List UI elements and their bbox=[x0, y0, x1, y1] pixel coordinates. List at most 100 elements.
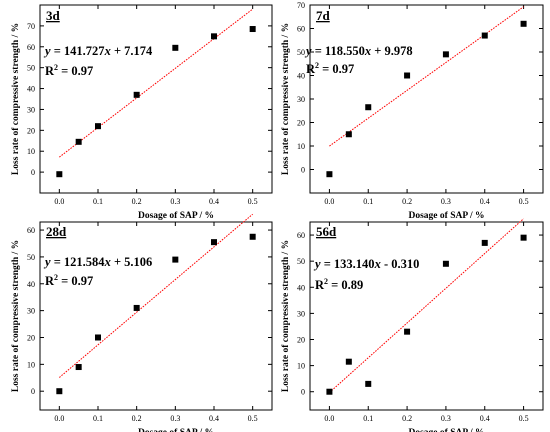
regression-equation: y = 141.727x + 7.174 bbox=[43, 44, 153, 58]
plot-frame bbox=[309, 4, 544, 194]
x-tick-label: 0.4 bbox=[480, 197, 490, 206]
y-tick-label: 60 bbox=[27, 43, 35, 52]
y-tick-label: 20 bbox=[27, 126, 35, 135]
data-point bbox=[133, 91, 140, 98]
panel-title: 7d bbox=[316, 8, 331, 23]
data-point bbox=[211, 33, 217, 40]
data-point bbox=[172, 44, 179, 51]
y-tick-label: 70 bbox=[27, 22, 35, 31]
y-tick-label: 50 bbox=[297, 257, 305, 266]
r-squared: R2 = 0.89 bbox=[315, 277, 363, 292]
data-point bbox=[75, 364, 82, 371]
regression-equation: y = 133.140x - 0.310 bbox=[313, 257, 419, 271]
y-tick-label: 30 bbox=[297, 95, 305, 104]
chart-panel-3d: 0.0 0.1 0.2 0.3 0.4 0.5 0 10 20 30 40 50 60 70 3d y = 1… bbox=[11, 4, 273, 221]
y-tick-label: 40 bbox=[27, 85, 35, 94]
x-axis-label: Dosage of SAP / % bbox=[138, 428, 214, 432]
chart-panel-7d: 0.0 0.1 0.2 0.3 0.4 0.5 0 10 20 30 40 50 60 70 7d y = 1… bbox=[281, 1, 544, 221]
y-tick-label: 20 bbox=[297, 119, 305, 128]
y-tick-label: 30 bbox=[27, 307, 35, 316]
r-squared: R2 = 0.97 bbox=[45, 273, 93, 288]
x-tick-label: 0.5 bbox=[248, 197, 258, 206]
data-point bbox=[326, 171, 333, 178]
x-tick-label: 0.3 bbox=[441, 197, 451, 206]
x-tick-label: 0.2 bbox=[402, 414, 412, 423]
x-tick-label: 0.5 bbox=[519, 414, 529, 423]
regression-equation: y = 118.550x + 9.978 bbox=[304, 44, 413, 58]
r-squared: R2 = 0.97 bbox=[45, 63, 93, 78]
y-tick-label: 20 bbox=[27, 333, 35, 342]
x-tick-label: 0.2 bbox=[132, 414, 142, 423]
y-tick-label: 40 bbox=[297, 72, 305, 81]
data-point bbox=[520, 234, 527, 241]
y-tick-label: 20 bbox=[297, 336, 305, 345]
x-tick-label: 0.1 bbox=[93, 197, 103, 206]
fit-line bbox=[59, 213, 253, 378]
r-squared: R2 = 0.97 bbox=[306, 61, 354, 76]
y-tick-label: 30 bbox=[27, 105, 35, 114]
x-tick-label: 0.4 bbox=[480, 414, 490, 423]
x-tick-label: 0.1 bbox=[363, 197, 373, 206]
y-tick-label: 10 bbox=[297, 142, 305, 151]
x-tick-label: 0.0 bbox=[54, 197, 64, 206]
data-point bbox=[365, 380, 372, 387]
data-point bbox=[211, 239, 217, 246]
plot-frame bbox=[39, 4, 273, 194]
data-point bbox=[481, 239, 488, 246]
x-tick-label: 0.4 bbox=[209, 197, 219, 206]
data-point bbox=[365, 104, 372, 111]
data-point bbox=[481, 32, 488, 39]
y-tick-label: 10 bbox=[297, 362, 305, 371]
y-tick-label: 60 bbox=[297, 25, 305, 34]
x-axis-label: Dosage of SAP / % bbox=[138, 211, 214, 221]
panel-title: 56d bbox=[316, 224, 337, 239]
x-tick-label: 0.3 bbox=[170, 197, 180, 206]
x-tick-label: 0.4 bbox=[209, 414, 219, 423]
y-tick-label: 40 bbox=[297, 283, 305, 292]
data-point bbox=[56, 388, 63, 395]
y-tick-label: 40 bbox=[27, 280, 35, 289]
data-point bbox=[172, 256, 179, 263]
y-tick-label: 30 bbox=[297, 309, 305, 318]
data-point bbox=[404, 72, 411, 79]
data-point bbox=[133, 304, 140, 311]
y-tick-label: 70 bbox=[297, 1, 305, 10]
y-tick-label: 60 bbox=[297, 231, 305, 240]
data-point bbox=[345, 358, 352, 365]
y-tick-label: 0 bbox=[301, 388, 305, 397]
fit-line bbox=[329, 6, 524, 147]
plot-frame bbox=[39, 221, 273, 411]
fit-line bbox=[329, 218, 524, 393]
panel-title: 28d bbox=[46, 224, 67, 239]
plot-frame bbox=[309, 221, 544, 411]
data-point bbox=[442, 260, 449, 267]
x-tick-label: 0.0 bbox=[54, 414, 64, 423]
y-tick-label: 10 bbox=[27, 360, 35, 369]
y-tick-label: 0 bbox=[301, 166, 305, 175]
regression-equation: y = 121.584x + 5.106 bbox=[43, 255, 152, 269]
data-point bbox=[404, 328, 411, 335]
y-axis-label: Loss rate of compressive strength / % bbox=[11, 240, 21, 392]
x-tick-label: 0.0 bbox=[324, 197, 334, 206]
data-point bbox=[95, 334, 101, 341]
data-point bbox=[442, 51, 449, 58]
x-axis-label: Dosage of SAP / % bbox=[409, 211, 485, 221]
y-tick-label: 0 bbox=[31, 387, 35, 396]
data-point bbox=[326, 388, 333, 395]
y-tick-label: 0 bbox=[31, 168, 35, 177]
x-tick-label: 0.3 bbox=[441, 414, 451, 423]
y-axis-label: Loss rate of compressive strength / % bbox=[281, 240, 291, 392]
y-axis-label: Loss rate of compressive strength / % bbox=[281, 23, 291, 175]
data-point bbox=[95, 123, 101, 130]
panel-title: 3d bbox=[46, 8, 61, 23]
x-tick-label: 0.0 bbox=[324, 414, 334, 423]
y-tick-label: 50 bbox=[27, 253, 35, 262]
chart-panel-56d: 0.0 0.1 0.2 0.3 0.4 0.5 0 10 20 30 40 50 60 56d y = 13… bbox=[281, 218, 544, 432]
x-tick-label: 0.2 bbox=[132, 197, 142, 206]
chart-panel-28d: 0.0 0.1 0.2 0.3 0.4 0.5 0 10 20 30 40 50 60 28d y = 12… bbox=[11, 213, 273, 432]
data-point bbox=[56, 171, 63, 178]
data-point bbox=[345, 131, 352, 138]
data-point bbox=[249, 233, 256, 240]
data-point bbox=[75, 138, 82, 145]
